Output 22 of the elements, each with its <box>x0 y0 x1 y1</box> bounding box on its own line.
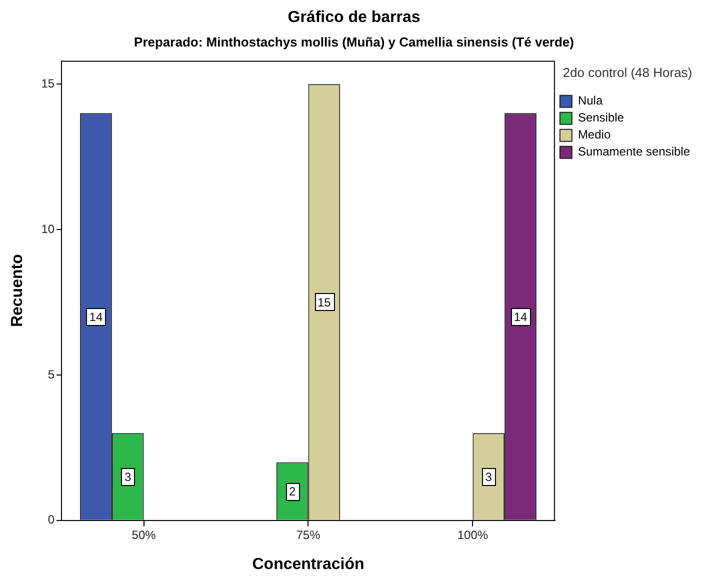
data-label: 15 <box>317 295 332 310</box>
y-axis-title: Recuento <box>9 254 26 328</box>
x-tick-label: 50% <box>132 528 156 542</box>
data-label: 2 <box>288 484 296 498</box>
legend-label: Medio <box>578 128 611 142</box>
x-axis-title: Concentración <box>252 556 364 573</box>
chart-title: Gráfico de barras <box>288 9 420 26</box>
data-label: 3 <box>485 470 492 484</box>
x-tick-label: 75% <box>296 528 321 542</box>
chart-subtitle: Preparado: Minthostachys mollis (Muña) y Camellia sinensis (Té verde) <box>134 34 574 50</box>
x-tick-label: 100% <box>457 528 488 542</box>
y-tick-label: 10 <box>41 222 55 236</box>
legend-label: Nula <box>578 94 603 108</box>
legend-label: Sensible <box>578 110 624 125</box>
y-tick-label: 5 <box>48 367 55 382</box>
data-label: 14 <box>514 310 528 324</box>
y-tick-label: 15 <box>41 76 55 90</box>
y-tick-label: 0 <box>48 512 55 527</box>
legend-title: 2do control (48 Horas) <box>562 64 692 80</box>
data-label: 14 <box>89 310 103 324</box>
legend-label: Sumamente sensible <box>578 144 690 159</box>
data-label: 3 <box>124 470 132 484</box>
